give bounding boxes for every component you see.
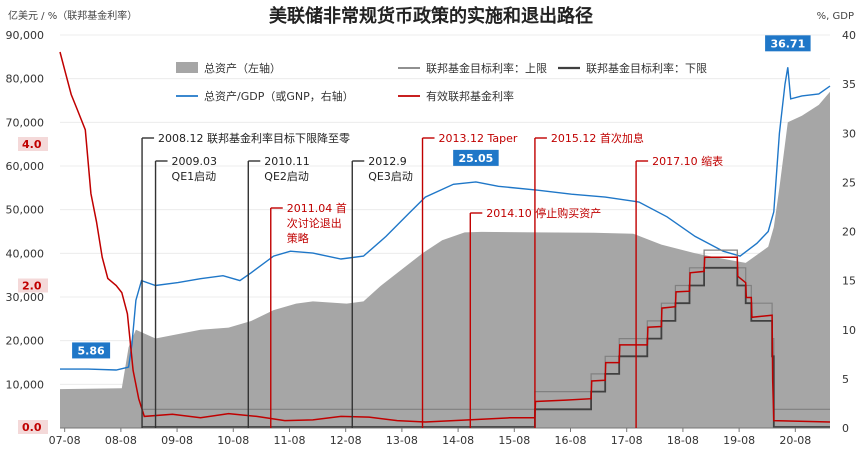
annotation-label: QE1启动 bbox=[172, 170, 217, 183]
legend-label: 联邦基金目标利率：上限 bbox=[426, 61, 547, 75]
value-tag bbox=[765, 35, 811, 52]
annotation-label: 2017.10 缩表 bbox=[652, 154, 723, 168]
legend-swatch bbox=[176, 62, 198, 73]
legend-label: 总资产（左轴） bbox=[204, 61, 281, 75]
rate-axis-label-bg bbox=[18, 278, 48, 293]
annotation-label: 2013.12 Taper bbox=[439, 132, 518, 145]
annotation-label: QE2启动 bbox=[264, 170, 309, 183]
x-tick-label: 19-08 bbox=[723, 434, 755, 447]
value-tag-label: 36.71 bbox=[770, 37, 805, 50]
y-right-tick-label: 10 bbox=[842, 324, 856, 337]
x-tick-label: 15-08 bbox=[498, 434, 530, 447]
annotation-label: QE3启动 bbox=[368, 170, 413, 183]
y-right-tick-label: 15 bbox=[842, 275, 856, 288]
value-tag-label: 5.86 bbox=[78, 344, 105, 357]
rate-axis-label: 0.0 bbox=[22, 421, 42, 434]
chart-title: 美联储非常规货币政策的实施和退出路径 bbox=[269, 5, 593, 27]
annotation-label: 2010.11 bbox=[264, 155, 310, 168]
series-assets-gdp-line bbox=[60, 67, 831, 371]
y-right-tick-label: 35 bbox=[842, 78, 856, 91]
x-tick-label: 12-08 bbox=[330, 434, 362, 447]
annotation-label: 2011.04 首 bbox=[287, 201, 347, 215]
annotations: 2008.12 联邦基金利率目标下限降至零 2009.03 QE1启动 2010.11… bbox=[72, 35, 811, 428]
annotation-label: 2009.03 bbox=[172, 155, 218, 168]
y-left-tick-label: 90,000 bbox=[6, 29, 45, 42]
series-total-assets-area bbox=[60, 91, 830, 429]
legend-label: 有效联邦基金利率 bbox=[426, 89, 514, 103]
annotation-label: 2014.10 停止购买资产 bbox=[486, 206, 601, 220]
right-axis-unit: %, GDP bbox=[817, 11, 854, 22]
x-tick-label: 08-08 bbox=[105, 434, 137, 447]
x-tick-label: 16-08 bbox=[555, 434, 587, 447]
y-left-tick-label: 30,000 bbox=[6, 291, 45, 304]
axes: 0 10,000 20,000 30,000 40,000 50,000 60,000 70,… bbox=[6, 29, 857, 447]
legend-label: 总资产/GDP（或GNP，右轴） bbox=[204, 89, 354, 103]
annotation-label: 2012.9 bbox=[368, 155, 407, 168]
series-target-upper-line bbox=[142, 249, 830, 410]
rate-axis-label: 4.0 bbox=[22, 138, 42, 151]
y-left-tick-label: 50,000 bbox=[6, 204, 45, 217]
value-tag bbox=[453, 149, 499, 166]
x-tick-label: 17-08 bbox=[611, 434, 643, 447]
rate-axis-label-bg bbox=[18, 137, 48, 151]
series-target-lower-line bbox=[142, 266, 830, 428]
y-left-tick-label: 60,000 bbox=[6, 160, 45, 173]
x-tick-label: 10-08 bbox=[217, 434, 249, 447]
x-tick-label: 14-08 bbox=[442, 434, 474, 447]
y-right-tick-label: 5 bbox=[842, 373, 849, 386]
annotation-label: 2008.12 联邦基金利率目标下限降至零 bbox=[158, 131, 350, 145]
left-axis-unit: 亿美元 / %（联邦基金利率） bbox=[8, 9, 137, 22]
y-right-tick-label: 40 bbox=[842, 29, 856, 42]
x-tick-label: 09-08 bbox=[161, 434, 193, 447]
y-left-tick-label: 10,000 bbox=[6, 378, 45, 391]
y-left-tick-label: 70,000 bbox=[6, 116, 45, 129]
y-right-tick-label: 25 bbox=[842, 176, 856, 189]
y-right-tick-label: 0 bbox=[842, 422, 849, 435]
annotation-label: 次讨论退出 bbox=[287, 216, 342, 230]
x-tick-label: 07-08 bbox=[49, 434, 81, 447]
y-left-tick-label: 80,000 bbox=[6, 73, 45, 86]
y-right-tick-label: 20 bbox=[842, 226, 856, 239]
value-tag bbox=[72, 342, 111, 359]
x-tick-label: 13-08 bbox=[386, 434, 418, 447]
x-tick-label: 11-08 bbox=[273, 434, 305, 447]
rate-axis-label-bg bbox=[18, 420, 48, 434]
legend: 总资产（左轴） 总资产/GDP（或GNP，右轴） 联邦基金目标利率：上限 联邦基金目标… bbox=[176, 61, 707, 103]
annotation-label: 2015.12 首次加息 bbox=[551, 131, 644, 145]
y-right-tick-label: 30 bbox=[842, 127, 856, 140]
y-left-tick-label: 40,000 bbox=[6, 247, 45, 260]
y-left-tick-label: 20,000 bbox=[6, 335, 45, 348]
annotation-label: 策略 bbox=[287, 231, 309, 245]
x-tick-label: 18-08 bbox=[667, 434, 699, 447]
legend-label: 联邦基金目标利率：下限 bbox=[586, 61, 707, 75]
x-tick-label: 20-08 bbox=[779, 434, 811, 447]
value-tag-label: 25.05 bbox=[459, 152, 494, 165]
rate-axis-label: 2.0 bbox=[22, 280, 42, 293]
